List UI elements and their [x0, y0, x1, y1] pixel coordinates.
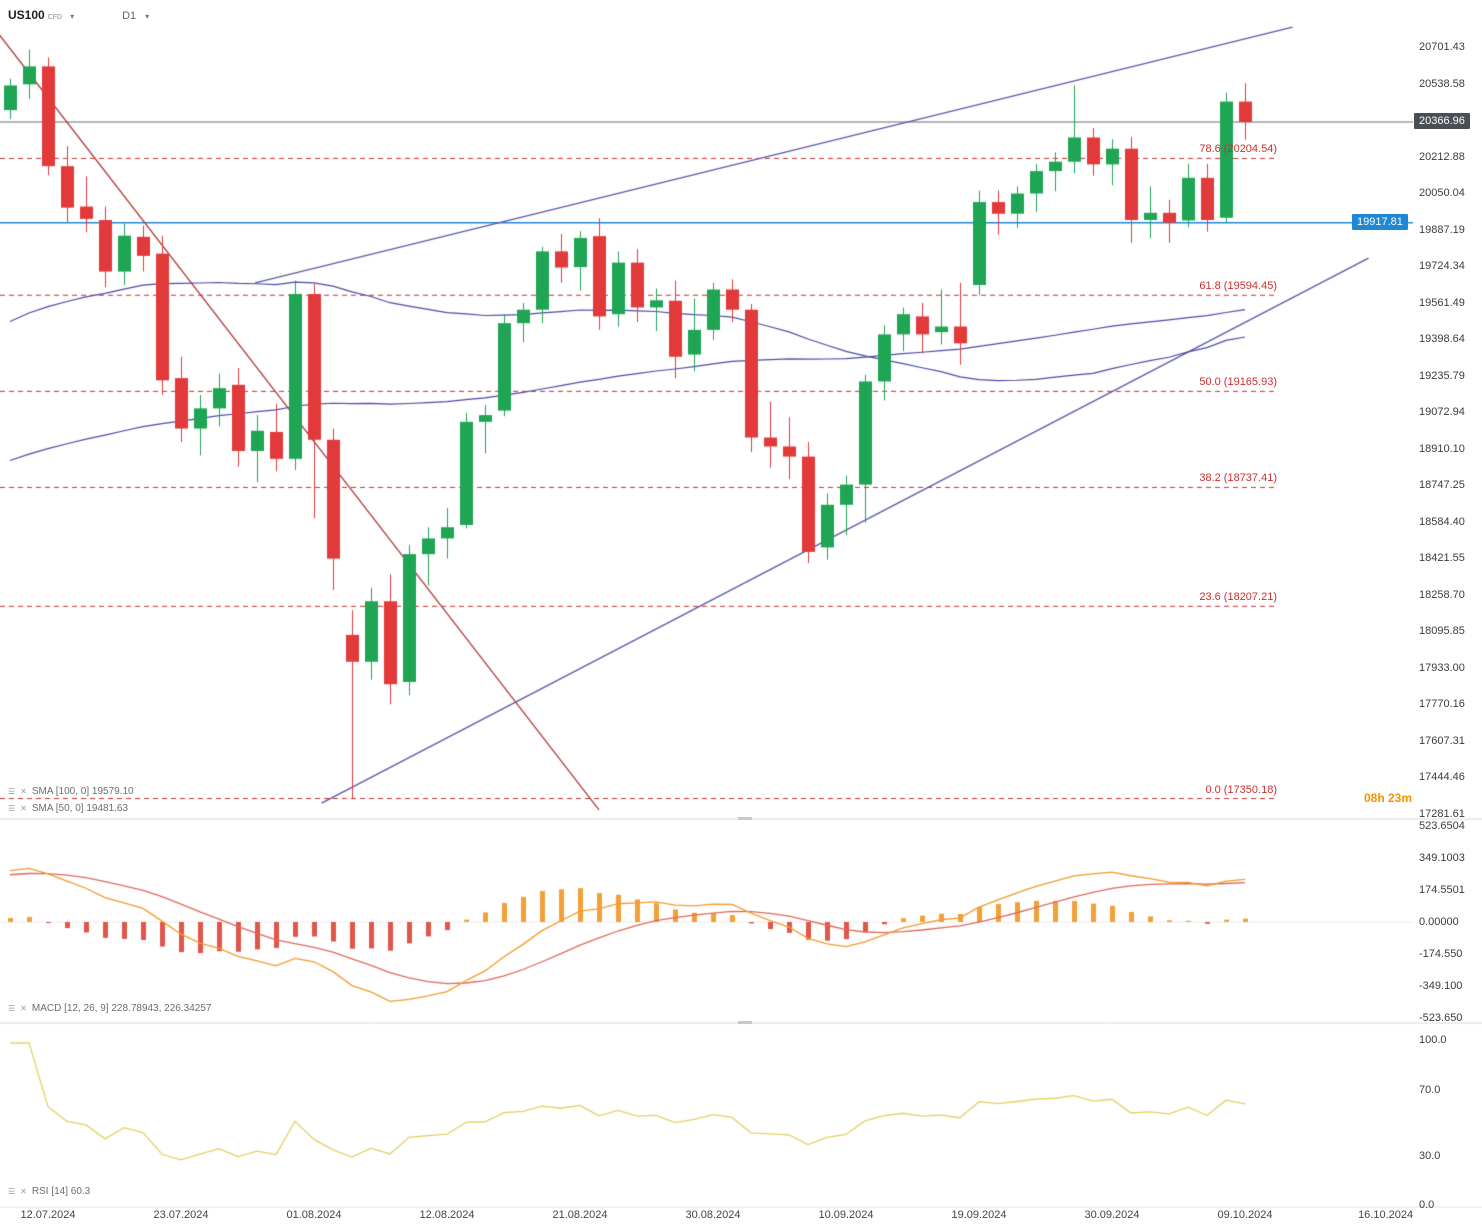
- price-axis-label: 17444.46: [1419, 771, 1465, 784]
- date-axis-label: 21.08.2024: [552, 1209, 608, 1221]
- legend-remove-icon[interactable]: ✕: [20, 804, 27, 813]
- macd-axis-label: -523.650: [1419, 1011, 1463, 1024]
- date-axis-label: 16.10.2024: [1358, 1209, 1414, 1221]
- sma100-legend-label: SMA [100, 0] 19579.10: [31, 786, 134, 797]
- price-axis-label: 19235.79: [1419, 369, 1465, 382]
- chevron-down-icon: ▾: [70, 12, 75, 21]
- legend-remove-icon[interactable]: ✕: [20, 1004, 27, 1013]
- fib-level-label: 78.6 (20204.54): [1199, 143, 1277, 156]
- fib-level-label: 23.6 (18207.21): [1199, 591, 1277, 604]
- fib-level-label: 61.8 (19594.45): [1199, 280, 1277, 293]
- macd-axis-label: -349.100: [1419, 979, 1463, 992]
- symbol-selector[interactable]: US100 CFD ▾: [8, 8, 74, 22]
- price-axis-label: 18258.70: [1419, 588, 1465, 601]
- current-price-tag: 20366.96: [1414, 113, 1470, 129]
- macd-axis-label: 174.5501: [1419, 884, 1465, 896]
- sma50-legend: ☰ ✕ SMA [50, 0] 19481.63: [6, 803, 131, 814]
- panel-resize-handle[interactable]: [738, 817, 752, 820]
- price-axis-label: 20701.43: [1419, 41, 1465, 53]
- date-axis-label: 19.09.2024: [951, 1209, 1007, 1221]
- date-axis-label: 09.10.2024: [1217, 1209, 1273, 1221]
- fib-level-label: 38.2 (18737.41): [1199, 472, 1277, 485]
- price-axis-label: 19561.49: [1419, 296, 1465, 309]
- candle-countdown: 08h 23m: [1363, 791, 1412, 805]
- date-axis-label: 12.07.2024: [20, 1209, 76, 1221]
- legend-remove-icon[interactable]: ✕: [20, 787, 27, 796]
- price-axis-label: 18421.55: [1419, 552, 1465, 565]
- timeframe-selector[interactable]: D1 ▾: [122, 10, 149, 22]
- legend-settings-icon[interactable]: ☰: [8, 787, 16, 796]
- price-axis-label: 19887.19: [1419, 223, 1465, 236]
- price-axis-label: 20212.88: [1419, 150, 1465, 163]
- price-axis-label: 17607.31: [1419, 734, 1465, 747]
- legend-remove-icon[interactable]: ✕: [20, 1187, 27, 1196]
- sma50-legend-label: SMA [50, 0] 19481.63: [31, 803, 129, 814]
- macd-axis-label: 349.1003: [1419, 852, 1465, 864]
- rsi-axis-label: 0.0: [1419, 1199, 1435, 1211]
- price-axis-label: 18095.85: [1419, 625, 1465, 638]
- date-axis-label: 30.09.2024: [1084, 1209, 1140, 1221]
- price-axis-label: 19072.94: [1419, 406, 1465, 419]
- fib-level-label: 0.0 (17350.18): [1205, 783, 1277, 796]
- price-axis-label: 19398.64: [1419, 333, 1465, 346]
- price-axis-label: 18584.40: [1419, 515, 1465, 528]
- macd-axis-label: -174.550: [1419, 947, 1463, 960]
- fib-level-label: 50.0 (19165.93): [1199, 376, 1277, 389]
- timeframe-label: D1: [122, 10, 137, 22]
- chevron-down-icon: ▾: [145, 12, 150, 21]
- sma100-legend: ☰ ✕ SMA [100, 0] 19579.10: [6, 786, 136, 797]
- legend-settings-icon[interactable]: ☰: [8, 804, 16, 813]
- price-axis-label: 20538.58: [1419, 77, 1465, 90]
- horizontal-line-price-tag: 19917.81: [1352, 213, 1408, 230]
- macd-legend-label: MACD [12, 26, 9] 228.78943, 226.34257: [31, 1003, 212, 1014]
- date-axis-label: 12.08.2024: [419, 1209, 475, 1221]
- chart-header: US100 CFD ▾ D1 ▾: [8, 8, 149, 22]
- symbol-label: US100: [8, 8, 45, 22]
- macd-legend: ☰ ✕ MACD [12, 26, 9] 228.78943, 226.3425…: [6, 1003, 214, 1014]
- macd-axis-label: 0.00000: [1419, 916, 1459, 928]
- macd-axis-label: 523.6504: [1419, 820, 1465, 832]
- price-axis-label: 17281.61: [1419, 807, 1465, 820]
- price-axis-label: 19724.34: [1419, 260, 1465, 273]
- price-axis-label: 17933.00: [1419, 661, 1465, 674]
- price-axis-label: 18747.25: [1419, 479, 1465, 492]
- rsi-legend: ☰ ✕ RSI [14] 60.3: [6, 1186, 93, 1197]
- date-axis-label: 30.08.2024: [685, 1209, 741, 1221]
- date-axis-label: 01.08.2024: [286, 1209, 342, 1221]
- legend-settings-icon[interactable]: ☰: [8, 1187, 16, 1196]
- rsi-axis-label: 70.0: [1419, 1083, 1441, 1096]
- date-axis-label: 10.09.2024: [818, 1209, 874, 1221]
- instrument-type-label: CFD: [47, 14, 63, 21]
- legend-settings-icon[interactable]: ☰: [8, 1004, 16, 1013]
- price-axis-label: 18910.10: [1419, 442, 1465, 455]
- rsi-axis-label: 30.0: [1419, 1149, 1441, 1162]
- date-axis-label: 23.07.2024: [153, 1209, 209, 1221]
- price-axis-label: 17770.16: [1419, 698, 1465, 711]
- rsi-axis-label: 100.0: [1419, 1034, 1447, 1046]
- rsi-legend-label: RSI [14] 60.3: [31, 1186, 91, 1197]
- price-axis-label: 20050.04: [1419, 187, 1465, 200]
- panel-resize-handle[interactable]: [738, 1021, 752, 1024]
